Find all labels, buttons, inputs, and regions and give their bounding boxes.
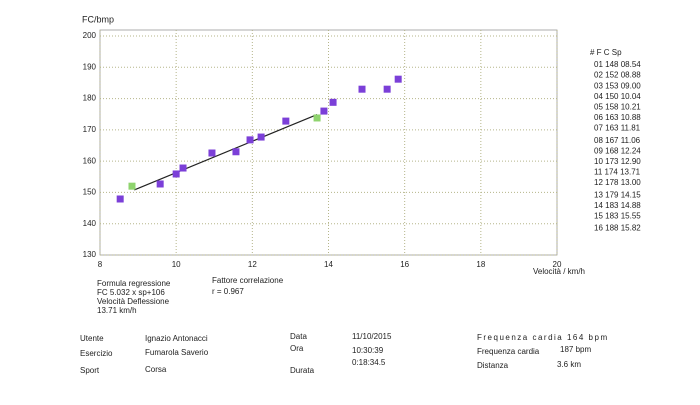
title: Frequenza cardia 164 bpm: [477, 333, 609, 342]
point: [172, 170, 180, 178]
point: [232, 148, 240, 156]
x-tick-label: 10: [172, 260, 181, 269]
x-tick-label: 16: [400, 260, 409, 269]
note: Fattore correlazione: [212, 276, 284, 285]
y-tick-label: 160: [83, 156, 97, 165]
label: Data: [290, 332, 307, 341]
value: Corsa: [145, 365, 167, 374]
point: [208, 149, 216, 157]
table-header: # F C Sp: [590, 48, 622, 57]
table-row: 05 158 10.21: [594, 103, 641, 112]
x-tick-label: 8: [98, 260, 103, 269]
note: 13.71 km/h: [97, 306, 137, 315]
x-tick-label: 12: [248, 260, 257, 269]
y-tick-label: 180: [83, 94, 97, 103]
value: Ignazio Antonacci: [145, 334, 208, 343]
table-row: 14 183 14.88: [594, 201, 641, 210]
value: 0:18:34.5: [352, 358, 386, 367]
point: [257, 133, 265, 141]
y-axis-label: FC/bmp: [82, 14, 114, 24]
table-row: 09 168 12.24: [594, 146, 641, 155]
point: [179, 164, 187, 172]
table-row: 02 152 08.88: [594, 71, 641, 80]
point: [246, 136, 254, 144]
label: Sport: [80, 366, 100, 375]
table-row: 13 179 14.15: [594, 190, 641, 199]
x-tick-label: 14: [324, 260, 333, 269]
point: [116, 195, 124, 203]
table-row: 03 153 09.00: [594, 81, 641, 90]
note: FC 5.032 x sp+106: [97, 288, 165, 297]
x-tick-label: 18: [476, 260, 485, 269]
table-row: 08 167 11.06: [594, 136, 641, 145]
point: [394, 75, 402, 83]
table-row: 01 148 08.54: [594, 60, 641, 69]
y-tick-label: 140: [83, 219, 97, 228]
label: Distanza: [477, 361, 509, 370]
y-tick-label: 170: [83, 125, 97, 134]
point: [282, 117, 290, 125]
point: [358, 85, 366, 93]
table-row: 16 188 15.82: [594, 224, 641, 233]
fit-line: [134, 113, 318, 191]
value: 11/10/2015: [352, 332, 392, 341]
label: Ora: [290, 344, 304, 353]
note: Velocità Deflessione: [97, 297, 170, 306]
point: [313, 114, 321, 122]
x-tick-label: 20: [553, 260, 562, 269]
value: 3.6 km: [557, 360, 581, 369]
label: Utente: [80, 334, 104, 343]
value: 10:30:39: [352, 346, 384, 355]
point: [128, 182, 136, 190]
value: 187 bpm: [560, 345, 591, 354]
note: r = 0.967: [212, 287, 244, 296]
point: [329, 98, 337, 106]
label: Esercizio: [80, 349, 113, 358]
table-row: 06 163 10.88: [594, 113, 641, 122]
table-row: 15 183 15.55: [594, 212, 641, 221]
x-axis-label: Velocità / km/h: [533, 267, 585, 276]
table-row: 12 178 13.00: [594, 178, 641, 187]
note: Formula regressione: [97, 279, 171, 288]
y-tick-label: 130: [83, 250, 97, 259]
value: Fumarola Saverio: [145, 348, 209, 357]
point: [320, 107, 328, 115]
table-row: 11 174 13.71: [594, 168, 641, 177]
table-row: 04 150 10.04: [594, 92, 641, 101]
label: Durata: [290, 366, 315, 375]
point: [383, 85, 391, 93]
y-tick-label: 200: [83, 31, 97, 40]
table-row: 07 163 11.81: [594, 124, 641, 133]
y-tick-label: 150: [83, 188, 97, 197]
table-row: 10 173 12.90: [594, 157, 641, 166]
label: Frequenza cardia: [477, 347, 540, 356]
point: [156, 180, 164, 188]
y-tick-label: 190: [83, 62, 97, 71]
